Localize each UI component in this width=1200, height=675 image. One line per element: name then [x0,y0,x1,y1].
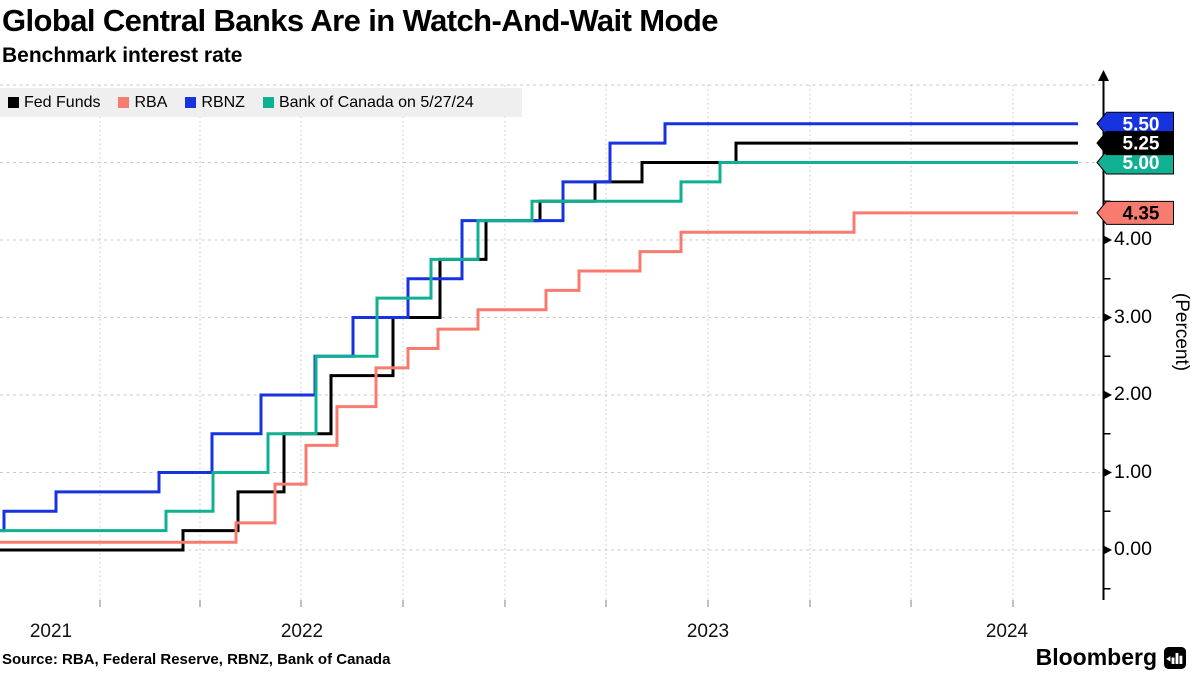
series-line-rba [0,211,1078,544]
y-major-tick [1103,235,1112,245]
source-attribution: Source: RBA, Federal Reserve, RBNZ, Bank… [2,651,391,668]
chart-subtitle: Benchmark interest rate [2,44,243,67]
y-axis-tick-label: 4.00 [1114,228,1152,251]
value-tag-text: 5.00 [1123,153,1160,174]
legend-label: RBNZ [201,93,245,111]
legend-label: Fed Funds [24,93,101,111]
legend-label: Bank of Canada on 5/27/24 [278,93,474,111]
value-tag-text: 5.50 [1123,114,1160,135]
x-axis-year-label: 2024 [985,621,1029,642]
y-major-tick [1103,390,1112,400]
value-tag-text: 5.25 [1123,134,1160,155]
legend-swatch-icon [118,97,130,108]
x-axis-year-label: 2022 [280,621,324,642]
legend-swatch-icon [262,97,274,108]
value-tag-5.00: 5.00 [1096,150,1174,175]
value-tag-text: 4.35 [1123,203,1160,224]
legend-item: Fed Funds [8,94,100,112]
x-axis-year-label: 2023 [686,621,730,642]
y-major-tick [1103,545,1112,555]
value-tag-4.35: 4.35 [1096,200,1174,225]
y-major-tick [1103,313,1112,322]
bloomberg-wordmark: Bloomberg [1035,644,1157,670]
legend-item: RBA [118,94,167,112]
chart-legend: Fed Funds RBA RBNZ Bank of Canada on 5/27/2… [0,88,522,117]
legend-item: RBNZ [185,94,245,112]
legend-label: RBA [134,93,168,111]
x-axis-year-label: 2021 [29,621,73,642]
y-axis-arrow-icon [1098,70,1109,81]
series-line-rbnz [0,122,1078,533]
y-axis-tick-label: 3.00 [1114,305,1152,328]
value-tag-5.25: 5.25 [1096,131,1174,156]
y-axis-tick-label: 1.00 [1114,460,1152,483]
y-major-tick [1103,468,1112,477]
chart-title: Global Central Banks Are in Watch-And-Wa… [2,3,718,38]
legend-item: Bank of Canada on 5/27/24 [262,93,474,112]
bloomberg-chart-icon [1164,646,1186,669]
series-line-fed-funds [0,141,1078,552]
y-axis-tick-label: 2.00 [1114,383,1152,406]
value-tag-shape [1096,200,1174,225]
series-line-bank-of-canada [0,161,1078,533]
y-axis-unit-label: (Percent) [1171,292,1192,372]
value-tag-shape [1096,131,1174,156]
legend-swatch-icon [185,97,197,108]
y-axis-tick-label: 0.00 [1114,538,1152,561]
bloomberg-logo: Bloomberg [1036,644,1186,671]
legend-swatch-icon [8,97,19,108]
